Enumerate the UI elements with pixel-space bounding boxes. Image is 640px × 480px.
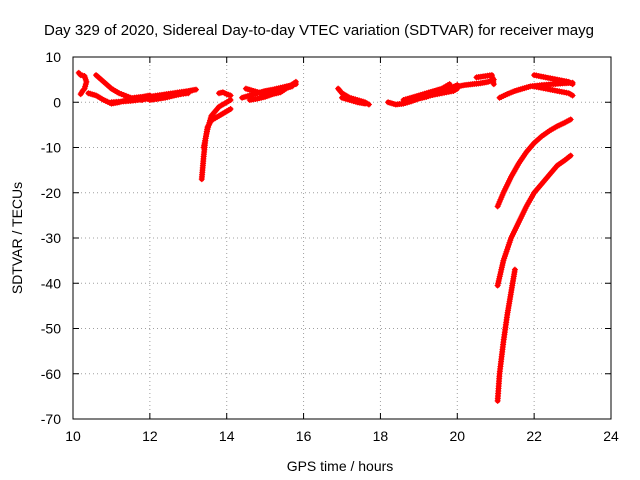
x-tick-label: 16: [296, 428, 312, 444]
y-tick-label: -60: [41, 366, 61, 382]
y-tick-label: 0: [53, 94, 61, 110]
series-track-q: [415, 85, 461, 101]
series-track-w: [494, 116, 574, 210]
x-tick-label: 22: [526, 428, 542, 444]
series-track-f: [146, 87, 196, 103]
x-tick-label: 20: [449, 428, 465, 444]
axes: 10 12 14 16 18 20 22 24 10 0 -10 -20 -30 -40 -50 -60 -70: [41, 49, 619, 444]
data-point: [567, 152, 574, 159]
series-track-r: [454, 76, 497, 90]
series-track-v: [531, 83, 576, 99]
data-points: [75, 69, 576, 404]
series-track-x: [494, 152, 574, 289]
series-track-s: [473, 72, 497, 88]
series-track: [495, 153, 574, 289]
data-point: [511, 266, 518, 273]
y-axis-label: SDTVAR / TECUs: [9, 182, 25, 294]
y-tick-label: -70: [41, 411, 61, 427]
data-point: [189, 87, 196, 94]
x-tick-label: 14: [219, 428, 235, 444]
series-track-h: [200, 96, 234, 151]
series-track-u: [531, 72, 576, 88]
data-point: [446, 81, 453, 88]
x-tick-label: 12: [142, 428, 158, 444]
data-point: [77, 91, 84, 98]
data-point: [227, 92, 234, 99]
data-point: [490, 81, 497, 88]
data-point: [227, 106, 234, 113]
series-track-a: [75, 69, 90, 98]
data-point: [569, 81, 576, 88]
chart-title: Day 329 of 2020, Sidereal Day-to-day VTE…: [44, 22, 594, 39]
x-tick-label: 18: [373, 428, 389, 444]
x-tick-label: 24: [603, 428, 619, 444]
series-track-l: [246, 78, 299, 103]
y-tick-label: -30: [41, 230, 61, 246]
grid: [73, 57, 611, 419]
series-track-n: [339, 94, 369, 107]
y-tick-label: 10: [45, 49, 61, 65]
y-tick-label: -50: [41, 321, 61, 337]
data-point: [292, 78, 299, 85]
x-tick-label: 10: [65, 428, 81, 444]
series-track-i: [216, 89, 234, 99]
series-track-y: [494, 266, 518, 404]
plot-frame: [72, 56, 612, 420]
y-tick-label: -20: [41, 185, 61, 201]
data-point: [567, 116, 574, 123]
y-tick-label: -10: [41, 140, 61, 156]
x-axis-label: GPS time / hours: [287, 458, 394, 474]
data-point: [569, 92, 576, 99]
data-point: [362, 100, 369, 107]
y-tick-label: -40: [41, 275, 61, 291]
